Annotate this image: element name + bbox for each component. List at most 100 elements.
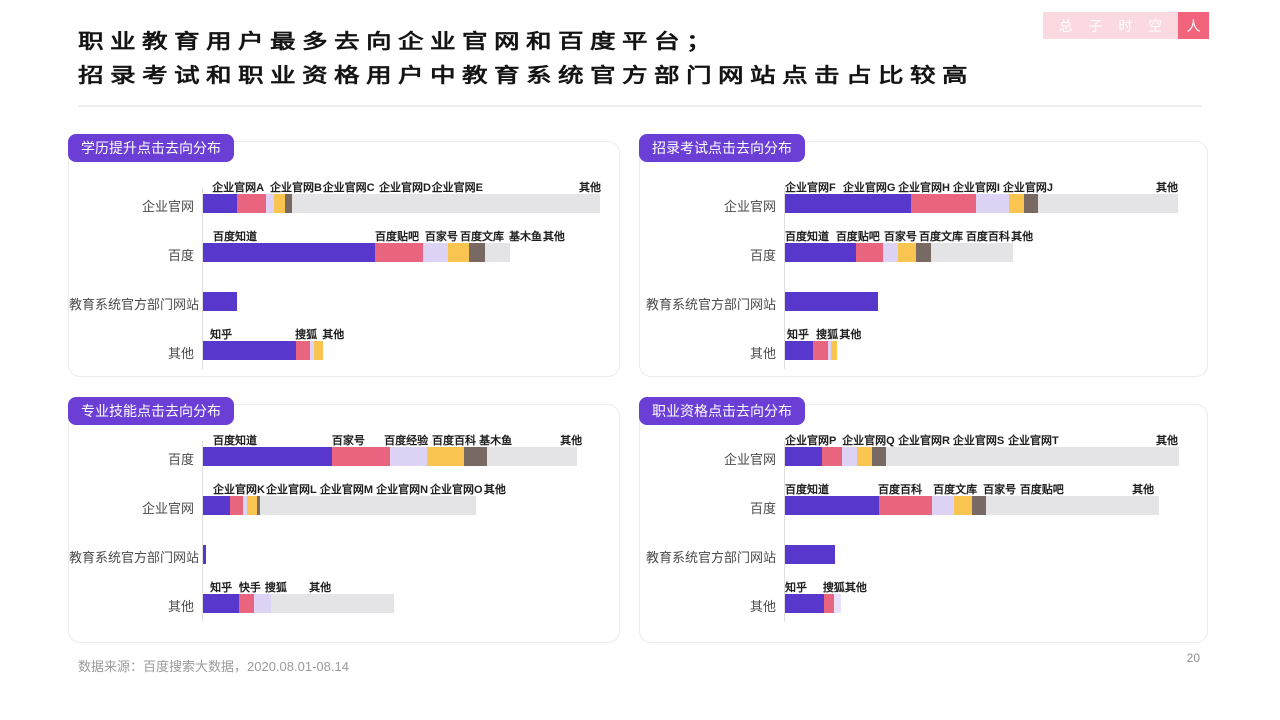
segment-label: 百度文库 <box>918 231 963 243</box>
panel-card-1: 学历提升点击去向分布 企业官网 企业官网A 企业官网B 企业官网C 企业官网D 企业官网E 其… <box>68 134 620 377</box>
segment-label: 企业官网N <box>376 484 429 496</box>
segment-label: 其他 <box>560 435 583 447</box>
bar-segment <box>203 496 231 515</box>
bar-segment <box>857 447 872 466</box>
segment-label: 百度知道 <box>212 231 257 243</box>
bar-row <box>785 594 841 613</box>
chart-axis <box>784 188 785 369</box>
bar-segment <box>833 594 841 613</box>
category-label: 企业官网 <box>141 501 194 516</box>
category-label: 其他 <box>749 599 776 614</box>
logo-char: 时 <box>1118 17 1133 34</box>
bar-segment <box>486 447 577 466</box>
segment-label: 其他 <box>309 582 332 594</box>
bar-row <box>203 545 207 564</box>
bar-segment <box>203 243 375 262</box>
bar-segment <box>986 496 1159 515</box>
category-label: 百度 <box>749 501 776 516</box>
category-label: 其他 <box>167 346 194 361</box>
bar-segment <box>270 594 394 613</box>
panel-badge: 职业资格点击去向分布 <box>639 397 805 425</box>
bar-segment <box>230 496 244 515</box>
segment-label: 百度贴吧 <box>1019 484 1064 496</box>
bar-segment <box>855 243 884 262</box>
segment-label: 企业官网H <box>898 182 951 194</box>
category-label: 企业官网 <box>723 452 776 467</box>
segment-label: 企业官网P <box>785 435 837 447</box>
bar-row <box>785 447 1179 466</box>
segment-label: 其他 <box>844 582 867 594</box>
category-label: 企业官网 <box>141 199 194 214</box>
logo-char: 空 <box>1148 17 1163 34</box>
segment-label: 企业官网J <box>1002 182 1053 194</box>
bar-row <box>203 243 510 262</box>
bar-segment <box>309 341 314 360</box>
segment-label: 百度百科 <box>877 484 922 496</box>
bar-segment <box>203 447 332 466</box>
category-label: 教育系统官方部门网站 <box>69 297 200 312</box>
logo-char: 子 <box>1088 17 1103 34</box>
segment-label: 搜狐 <box>822 582 845 594</box>
footer-source: 数据来源：百度搜索大数据，2020.08.01-08.14 <box>78 659 349 674</box>
bar-segment <box>785 496 880 515</box>
segment-label: 企业官网S <box>952 435 1005 447</box>
category-label: 教育系统官方部门网站 <box>645 550 776 565</box>
segment-label: 企业官网R <box>898 435 951 447</box>
bar-segment <box>976 194 1010 213</box>
bar-segment <box>203 194 238 213</box>
bar-segment <box>785 194 912 213</box>
panel-card-2: 招录考试点击去向分布 企业官网 企业官网F 企业官网G 企业官网H 企业官网I 企业官网J 其… <box>639 134 1208 377</box>
category-label: 百度 <box>749 248 776 263</box>
logo-wordmark: 总子时空 <box>1043 12 1178 39</box>
category-label: 百度 <box>167 452 194 467</box>
bar-segment <box>254 594 271 613</box>
panel-badge: 学历提升点击去向分布 <box>68 134 234 162</box>
bar-segment <box>822 447 842 466</box>
segment-label: 百度贴吧 <box>374 231 419 243</box>
segment-label: 知乎 <box>786 329 809 341</box>
segment-label: 企业官网B <box>270 182 322 194</box>
bar-segment <box>1024 194 1039 213</box>
bar-segment <box>260 496 477 515</box>
bar-segment <box>257 496 261 515</box>
page-title-line2: 招录考试和职业资格用户中教育系统官方部门网站点击占比较高 <box>78 65 974 87</box>
panel-card-4: 职业资格点击去向分布 企业官网 企业官网P 企业官网Q 企业官网R 企业官网S 企业官网T 其… <box>639 397 1208 643</box>
bar-segment <box>484 243 510 262</box>
category-label: 教育系统官方部门网站 <box>69 550 200 565</box>
segment-label: 企业官网D <box>378 182 431 194</box>
bar-segment <box>931 243 1014 262</box>
segment-label: 企业官网G <box>842 182 896 194</box>
segment-label: 基木鱼 <box>509 231 543 243</box>
bar-segment <box>972 496 987 515</box>
segment-label: 其他 <box>1156 435 1178 447</box>
bar-segment <box>295 341 310 360</box>
bar-row <box>203 341 324 360</box>
segment-label: 百度贴吧 <box>835 231 880 243</box>
bar-segment <box>1009 194 1025 213</box>
bar-row <box>203 594 394 613</box>
segment-label: 百度知道 <box>785 484 829 496</box>
bar-row <box>203 496 477 515</box>
bar-segment <box>911 194 977 213</box>
page-number: 20 <box>1186 651 1200 665</box>
bar-segment <box>203 341 296 360</box>
segment-label: 百度知道 <box>785 231 829 243</box>
bar-segment <box>824 594 834 613</box>
bar-segment <box>898 243 917 262</box>
brand-logo: 总子时空 人 <box>1043 12 1209 39</box>
segment-label: 百度文库 <box>459 231 504 243</box>
bar-segment <box>203 292 237 311</box>
bar-segment <box>238 594 255 613</box>
segment-label: 其他 <box>839 329 862 341</box>
bar-segment <box>813 341 828 360</box>
segment-label: 其他 <box>1011 231 1034 243</box>
bar-segment <box>871 447 887 466</box>
segment-label: 企业官网I <box>952 182 1000 194</box>
bar-row <box>785 194 1179 213</box>
segment-label: 其他 <box>483 484 506 496</box>
bar-segment <box>954 496 973 515</box>
bar-row <box>203 194 600 213</box>
panel-badge: 招录考试点击去向分布 <box>639 134 805 162</box>
bar-segment <box>827 341 832 360</box>
bar-segment <box>831 341 837 360</box>
